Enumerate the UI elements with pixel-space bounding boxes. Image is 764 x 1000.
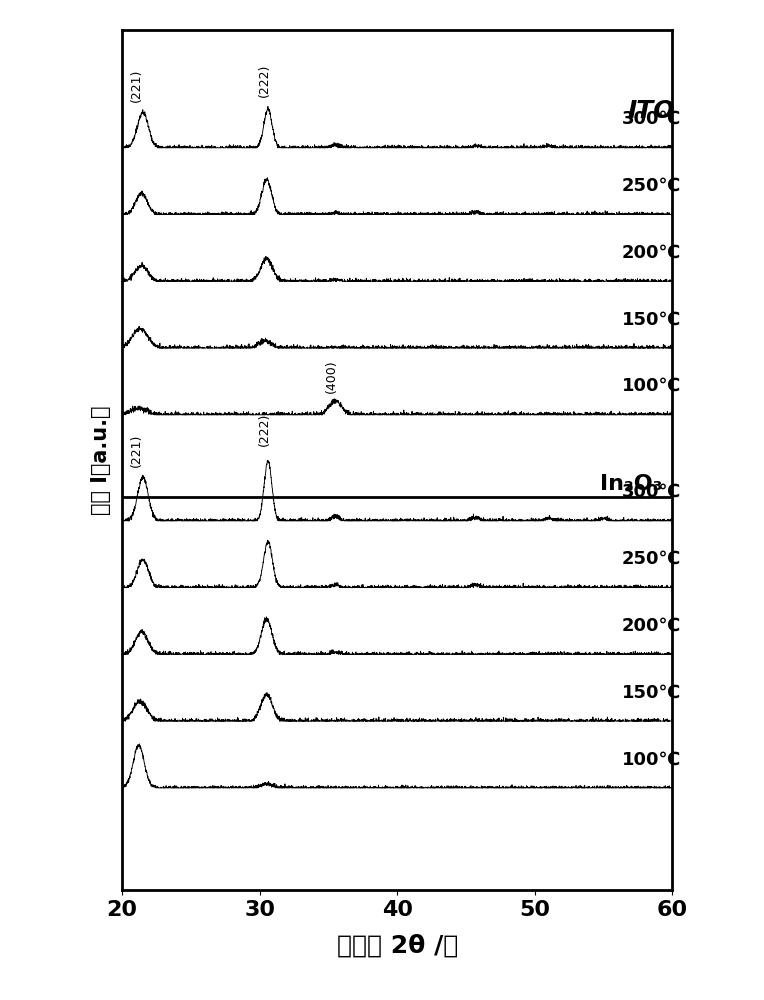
Text: 100℃: 100℃ xyxy=(622,750,681,768)
X-axis label: 衍射角 2θ /度: 衍射角 2θ /度 xyxy=(337,934,458,958)
Text: (221): (221) xyxy=(129,69,143,102)
Text: 150℃: 150℃ xyxy=(622,310,681,328)
Text: 150℃: 150℃ xyxy=(622,684,681,702)
Text: 300℃: 300℃ xyxy=(622,483,681,501)
Text: (221): (221) xyxy=(129,434,143,467)
Text: 200℃: 200℃ xyxy=(622,617,681,635)
Y-axis label: 强度 I（a.u.）: 强度 I（a.u.） xyxy=(91,405,111,515)
Text: (222): (222) xyxy=(257,413,270,446)
Text: 200℃: 200℃ xyxy=(622,244,681,262)
Text: ITO: ITO xyxy=(628,99,675,123)
Text: (400): (400) xyxy=(325,359,338,393)
Text: 300℃: 300℃ xyxy=(622,110,681,128)
Text: (222): (222) xyxy=(257,63,270,97)
Text: In₂O₃: In₂O₃ xyxy=(600,474,662,494)
Text: 250℃: 250℃ xyxy=(622,550,681,568)
Text: 100℃: 100℃ xyxy=(622,377,681,395)
Text: 250℃: 250℃ xyxy=(622,177,681,195)
